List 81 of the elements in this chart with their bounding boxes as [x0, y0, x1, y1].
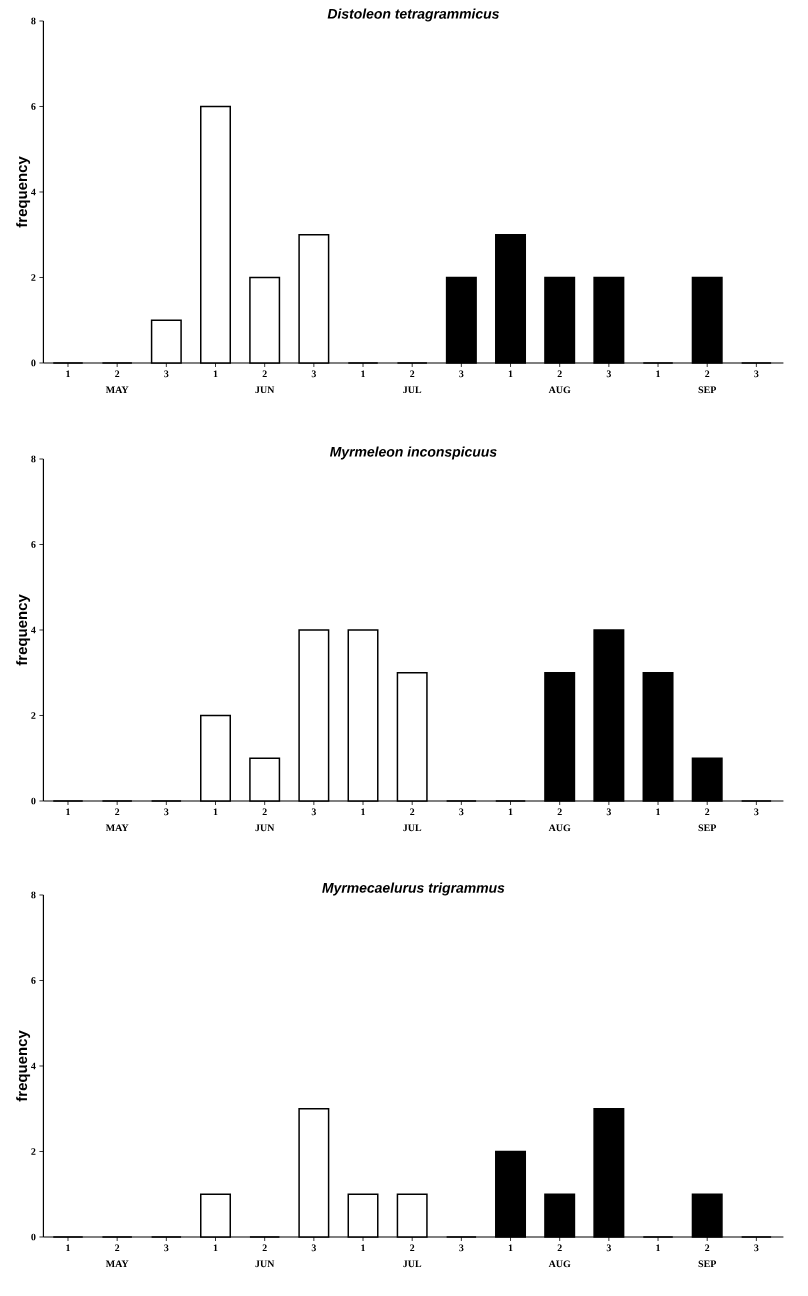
x-tick-label: 1 [66, 370, 70, 378]
x-tick-label: 2 [262, 808, 267, 816]
x-tick-label: 1 [66, 1244, 70, 1252]
x-tick-label: 1 [656, 808, 661, 816]
text: SEP [698, 386, 717, 394]
y-tick-label: 6 [31, 541, 36, 548]
x-tick-label: 1 [361, 808, 365, 816]
text: MAY [105, 1260, 129, 1268]
x-tick-label: 2 [115, 370, 120, 378]
y-tick-label: 8 [31, 17, 36, 25]
x-tick-label: 3 [164, 370, 169, 378]
text: JUL [403, 824, 422, 832]
y-tick-label: 2 [31, 712, 36, 719]
x-tick-label: 1 [66, 808, 70, 816]
x-tick-label: 3 [459, 370, 464, 378]
x-tick-label: 3 [164, 1244, 169, 1252]
y-tick-label: 2 [31, 1148, 36, 1155]
x-tick-label: 3 [164, 808, 169, 816]
x-tick-label: 2 [262, 370, 267, 378]
x-tick-label: 2 [410, 370, 415, 378]
x-tick-label: 1 [361, 370, 365, 378]
x-tick-label: 2 [705, 370, 710, 378]
y-tick-label: 4 [31, 1062, 36, 1070]
x-tick-label: 3 [754, 1244, 759, 1252]
text: AUG [548, 386, 571, 394]
x-tick-label: 2 [557, 1244, 562, 1252]
x-tick-label: 2 [705, 1244, 710, 1252]
x-tick-label: 1 [508, 808, 513, 816]
y-tick-label: 8 [31, 891, 36, 899]
x-tick-label: 3 [311, 808, 316, 816]
x-tick-label: 1 [213, 808, 218, 816]
x-tick-label: 2 [262, 1244, 267, 1252]
y-tick-label: 0 [31, 1233, 36, 1241]
x-tick-label: 1 [656, 370, 661, 378]
text: MAY [105, 824, 129, 832]
y-tick-label: 4 [31, 188, 36, 196]
x-tick-label: 3 [606, 1244, 612, 1252]
y-tick-label: 6 [31, 103, 36, 110]
y-tick-label: 0 [31, 797, 36, 805]
y-axis-title: frequency [16, 594, 31, 666]
text: SEP [698, 824, 717, 832]
x-tick-label: 2 [115, 1244, 120, 1252]
text: JUN [255, 386, 275, 394]
text: AUG [548, 824, 571, 832]
y-tick-label: 4 [31, 626, 36, 634]
x-tick-label: 2 [115, 808, 120, 816]
y-tick-label: 6 [31, 977, 36, 984]
x-tick-label: 3 [311, 1244, 316, 1252]
x-tick-label: 3 [459, 808, 464, 816]
x-tick-label: 3 [311, 370, 316, 378]
y-tick-label: 0 [31, 359, 36, 367]
y-axis-title: frequency [16, 156, 31, 228]
text: JUN [255, 824, 275, 832]
x-tick-label: 3 [606, 370, 612, 378]
text: SEP [698, 1260, 717, 1268]
y-tick-label: 2 [31, 274, 36, 281]
x-tick-label: 2 [705, 808, 710, 816]
x-tick-label: 3 [459, 1244, 464, 1252]
x-tick-label: 1 [508, 370, 513, 378]
text: JUN [255, 1260, 275, 1268]
x-tick-label: 3 [606, 808, 612, 816]
x-tick-label: 2 [557, 808, 562, 816]
x-tick-label: 1 [508, 1244, 513, 1252]
x-tick-label: 1 [213, 1244, 218, 1252]
chart-title: Myrmeleon inconspicuus [329, 446, 497, 460]
chart-title: Distoleon tetragrammicus [327, 8, 499, 22]
text: JUL [403, 386, 422, 394]
x-tick-label: 2 [410, 1244, 415, 1252]
y-tick-label: 8 [31, 455, 36, 463]
chart-title: Myrmecaelurus trigrammus [322, 882, 505, 896]
text: AUG [548, 1260, 571, 1268]
x-tick-label: 2 [410, 808, 415, 816]
x-tick-label: 2 [557, 370, 562, 378]
x-tick-label: 1 [361, 1244, 365, 1252]
text: MAY [105, 386, 129, 394]
text: JUL [403, 1260, 422, 1268]
y-axis-title: frequency [16, 1030, 31, 1102]
x-tick-label: 1 [656, 1244, 661, 1252]
x-tick-label: 3 [754, 808, 759, 816]
x-tick-label: 1 [213, 370, 218, 378]
x-tick-label: 3 [754, 370, 759, 378]
